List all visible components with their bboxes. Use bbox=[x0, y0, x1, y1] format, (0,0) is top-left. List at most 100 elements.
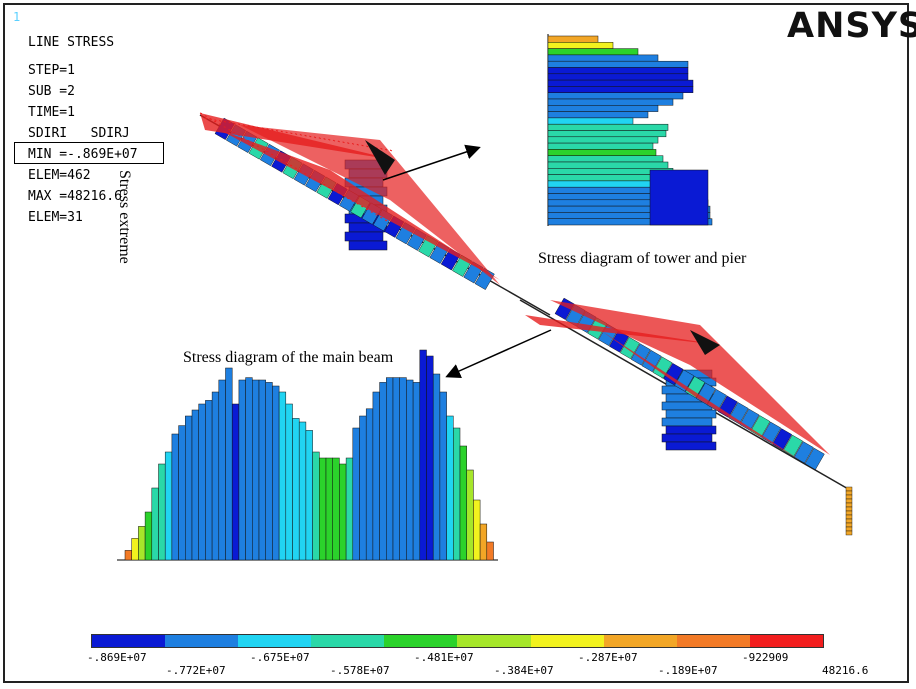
beam-stress-bar bbox=[459, 445, 467, 561]
legend-swatch bbox=[603, 635, 677, 647]
tower-stress-bar bbox=[547, 123, 669, 131]
beam-stress-bar bbox=[238, 379, 246, 561]
beam-stress-bar bbox=[252, 379, 260, 561]
tower-stress-bar bbox=[547, 161, 669, 169]
beam-stress-bar bbox=[379, 382, 387, 561]
beam-stress-bar bbox=[218, 379, 226, 561]
beam-stress-bar bbox=[439, 391, 447, 561]
stress-fan bbox=[240, 125, 500, 285]
deck-stress-bar bbox=[630, 343, 651, 366]
beam-stress-bar bbox=[473, 499, 481, 561]
stress-line bbox=[356, 203, 359, 205]
end-pier-bar bbox=[845, 526, 853, 532]
deck-stress-bar bbox=[652, 356, 673, 379]
beam-stress-bar bbox=[225, 367, 233, 561]
beam-stress-bar bbox=[319, 457, 327, 561]
min-value: MIN =-.869E+07 bbox=[28, 147, 138, 162]
legend-label: -.772E+07 bbox=[166, 664, 226, 677]
stress-line bbox=[375, 214, 378, 216]
step-label: STEP=1 bbox=[28, 63, 75, 78]
tower-stress-bar bbox=[547, 117, 634, 125]
legend-label: 48216.6 bbox=[822, 664, 869, 677]
legend-swatch bbox=[92, 635, 166, 647]
tower-top bbox=[690, 330, 720, 355]
legend-swatch bbox=[165, 635, 239, 647]
deck-stress-bar bbox=[804, 447, 825, 470]
beam-stress-bar bbox=[412, 382, 421, 561]
pier-bar bbox=[665, 409, 717, 419]
color-legend-bar bbox=[91, 634, 824, 648]
max-element: ELEM=31 bbox=[28, 210, 83, 225]
end-pier-bar bbox=[845, 502, 853, 508]
end-pier-bar bbox=[845, 486, 853, 492]
beam-stress-bar bbox=[466, 469, 474, 561]
legend-label: -.675E+07 bbox=[250, 651, 310, 664]
deck-stress-bar bbox=[663, 363, 684, 386]
graphics-window bbox=[3, 3, 909, 683]
beam-stress-bar bbox=[178, 425, 186, 561]
tower-stress-bar bbox=[547, 130, 667, 138]
end-pier-bar bbox=[845, 498, 853, 504]
bridge-stress-diagram bbox=[199, 112, 853, 536]
legend-swatch bbox=[676, 635, 750, 647]
time-label: TIME=1 bbox=[28, 105, 75, 120]
beam-stress-bar bbox=[298, 421, 307, 561]
tower-stress-bar bbox=[547, 67, 689, 75]
beam-stress-bar bbox=[332, 457, 340, 561]
beam-stress-bar bbox=[432, 373, 441, 561]
beam-stress-bar bbox=[211, 391, 220, 561]
stress-line bbox=[389, 149, 393, 152]
beam-stress-bar bbox=[453, 427, 461, 561]
beam-stress-bar bbox=[305, 430, 313, 561]
legend-swatch bbox=[457, 635, 531, 647]
tower-stress-bar bbox=[547, 142, 654, 150]
beam-stress-bar bbox=[138, 526, 146, 561]
stress-line bbox=[380, 216, 383, 219]
beam-stress-bar bbox=[419, 349, 427, 561]
end-pier-bar bbox=[845, 530, 853, 536]
beam-stress-bar bbox=[158, 463, 166, 561]
stress-fan bbox=[220, 130, 500, 280]
legend-swatch bbox=[384, 635, 458, 647]
beam-stress-bar bbox=[292, 418, 300, 561]
legend-swatch bbox=[749, 635, 823, 647]
legend-swatch bbox=[530, 635, 604, 647]
end-pier-bar bbox=[845, 518, 853, 524]
ansys-logo: ANSYS bbox=[787, 6, 916, 46]
beam-stress-bar bbox=[285, 403, 293, 561]
tower-stress-bar bbox=[547, 105, 659, 112]
beam-stress-bar bbox=[406, 379, 414, 561]
deck-stress-bar bbox=[674, 369, 695, 392]
tower-stress-bar bbox=[547, 35, 599, 43]
min-highlight-box bbox=[14, 142, 164, 164]
beam-stress-bar bbox=[339, 463, 347, 561]
tower-stress-bar bbox=[547, 98, 674, 106]
beam-stress-bar bbox=[446, 415, 454, 561]
deck-stress-bar bbox=[772, 428, 793, 451]
tower-stress-bar bbox=[547, 136, 659, 144]
beam-stress-bar bbox=[164, 451, 173, 561]
arrow-to-beam-diagram bbox=[445, 329, 552, 378]
stress-line bbox=[242, 137, 245, 139]
tower-pier-caption: Stress diagram of tower and pier bbox=[538, 250, 747, 267]
beam-stress-bar bbox=[312, 451, 320, 561]
beam-stress-bar bbox=[265, 382, 273, 561]
beam-stress-bar bbox=[486, 541, 494, 561]
main-beam-diagram bbox=[117, 349, 498, 561]
beam-stress-bar bbox=[245, 377, 253, 561]
beam-stress-bar bbox=[325, 457, 333, 561]
beam-stress-bar bbox=[198, 403, 206, 561]
legend-label: -.869E+07 bbox=[87, 651, 147, 664]
beam-stress-bar bbox=[365, 408, 374, 561]
tower-top bbox=[365, 140, 395, 175]
pier-bar bbox=[665, 425, 717, 435]
beam-stress-bar bbox=[426, 355, 434, 561]
beam-stress-bar bbox=[372, 391, 380, 561]
beam-stress-bar bbox=[386, 377, 394, 561]
tower-stress-bar bbox=[547, 73, 689, 81]
end-pier-bar bbox=[845, 522, 853, 528]
stress-line bbox=[384, 219, 388, 222]
beam-stress-bar bbox=[352, 427, 360, 561]
main-beam-caption: Stress diagram of the main beam bbox=[183, 349, 394, 366]
beam-stress-bar bbox=[124, 550, 132, 561]
